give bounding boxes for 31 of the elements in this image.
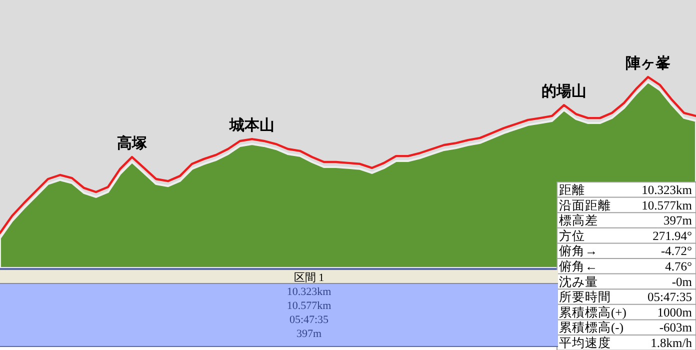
annotation: 的場山 [542,82,586,100]
text: 05:47:35 [648,290,692,304]
text: 10.577km [642,198,692,212]
text: 10.323km [286,286,332,298]
text: 4.76° [665,260,692,274]
category-label: 累積標高(+) [559,304,626,320]
category-label: 距離 [559,183,585,197]
category-label: 俯角← [559,260,598,274]
text: -0m [672,274,692,289]
category-label: 標高差 [559,212,598,228]
category-label: 沈み量 [559,274,598,289]
text: 271.94° [652,228,692,243]
category-label: 平均速度 [559,335,611,350]
annotation: 高塚 [117,134,148,152]
text: 1000m [657,305,692,320]
annotation: 陣ヶ峯 [626,54,670,72]
annotation: 城本山 [228,116,274,134]
text: 397m [296,328,322,340]
text: 10.577km [286,300,332,312]
category-label: 所要時間 [559,290,611,304]
category-label: 方位 [559,228,585,243]
text: 10.323km [642,183,692,197]
category-label: 累積標高(-) [559,320,624,335]
text: -4.72° [660,244,692,258]
text: 397m [664,214,692,228]
text: 区間 1 [294,272,324,284]
category-label: 俯角→ [559,244,598,258]
text: 05:47:35 [289,314,330,326]
text: 1.8km/h [650,336,692,350]
category-label: 沿面距離 [559,198,611,212]
text: -603m [659,320,692,335]
